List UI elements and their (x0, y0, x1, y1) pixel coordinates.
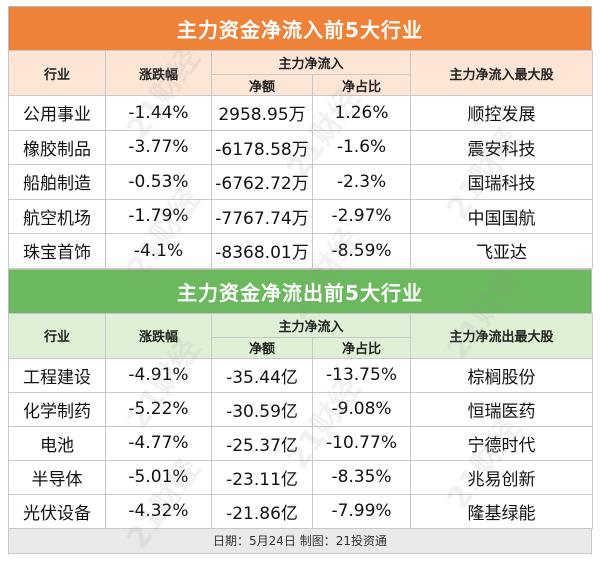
cell-net: -7767.74万 (211, 198, 313, 234)
table-row: 电池 -4.77% -25.37亿 -10.77% 宁德时代 (8, 425, 594, 461)
cell-ratio: -2.97% (311, 198, 412, 234)
header-change: 涨跌幅 (105, 50, 212, 96)
header-top-stock: 主力净流出最大股 (410, 312, 594, 359)
cell-top-stock: 宁德时代 (410, 425, 594, 461)
cell-top-stock: 顺控发展 (410, 95, 594, 131)
outflow-table: 行业 涨跌幅 主力净流入 主力净流出最大股 净额 净占比 工程建设 -4.91% -… (8, 312, 594, 529)
header-industry: 行业 (8, 50, 106, 96)
cell-ratio: -10.77% (311, 425, 412, 461)
header-ratio: 净占比 (311, 74, 412, 96)
cell-net: -23.11亿 (211, 459, 313, 495)
cell-ratio: -8.59% (311, 233, 412, 269)
cell-top-stock: 飞亚达 (410, 233, 594, 269)
table-row: 航空机场 -1.79% -7767.74万 -2.97% 中国国航 (8, 198, 594, 234)
table-row: 工程建设 -4.91% -35.44亿 -13.75% 棕榈股份 (8, 357, 594, 393)
cell-change: -4.91% (105, 357, 212, 393)
fund-flow-infographic: 主力资金净流入前5大行业 行业 涨跌幅 主力净流入 主力净流入最大股 净额 净占… (8, 6, 594, 563)
cell-top-stock: 震安科技 (410, 129, 594, 165)
cell-change: -1.44% (105, 95, 212, 131)
cell-net: -25.37亿 (211, 425, 313, 461)
cell-industry: 电池 (8, 425, 106, 461)
header-ratio: 净占比 (311, 336, 412, 359)
cell-industry: 工程建设 (8, 357, 106, 393)
cell-industry: 船舶制造 (8, 164, 106, 200)
cell-change: -5.22% (105, 391, 212, 427)
cell-industry: 航空机场 (8, 198, 106, 234)
cell-change: -4.1% (105, 233, 212, 269)
cell-ratio: -9.08% (311, 391, 412, 427)
table-row: 船舶制造 -0.53% -6762.72万 -2.3% 国瑞科技 (8, 164, 594, 200)
cell-net: -8368.01万 (211, 233, 313, 269)
cell-ratio: 1.26% (311, 95, 412, 131)
cell-net: -6762.72万 (211, 164, 313, 200)
cell-change: -4.32% (105, 493, 212, 529)
table-row: 化学制药 -5.22% -30.59亿 -9.08% 恒瑞医药 (8, 391, 594, 427)
table-row: 珠宝首饰 -4.1% -8368.01万 -8.59% 飞亚达 (8, 233, 594, 269)
header-net: 净额 (211, 336, 313, 359)
header-net: 净额 (211, 74, 313, 96)
inflow-table: 行业 涨跌幅 主力净流入 主力净流入最大股 净额 净占比 公用事业 -1.44% 2… (8, 50, 594, 269)
header-industry: 行业 (8, 312, 106, 359)
inflow-title: 主力资金净流入前5大行业 (8, 6, 592, 50)
cell-net: -6178.58万 (211, 129, 313, 165)
cell-industry: 化学制药 (8, 391, 106, 427)
cell-ratio: -2.3% (311, 164, 412, 200)
cell-net: 2958.95万 (211, 95, 313, 131)
cell-ratio: -7.99% (311, 493, 412, 529)
cell-industry: 半导体 (8, 459, 106, 495)
cell-ratio: -1.6% (311, 129, 412, 165)
cell-change: -0.53% (105, 164, 212, 200)
cell-ratio: -13.75% (311, 357, 412, 393)
cell-top-stock: 棕榈股份 (410, 357, 594, 393)
footer-credit: 日期：5月24日 制图：21投资通 (8, 528, 592, 554)
cell-ratio: -8.35% (311, 459, 412, 495)
header-top-stock: 主力净流入最大股 (410, 50, 594, 96)
table-row: 半导体 -5.01% -23.11亿 -8.35% 兆易创新 (8, 459, 594, 495)
cell-net: -30.59亿 (211, 391, 313, 427)
cell-industry: 光伏设备 (8, 493, 106, 529)
cell-industry: 橡胶制品 (8, 129, 106, 165)
cell-net: -21.86亿 (211, 493, 313, 529)
cell-change: -4.77% (105, 425, 212, 461)
cell-net: -35.44亿 (211, 357, 313, 393)
cell-top-stock: 兆易创新 (410, 459, 594, 495)
cell-top-stock: 隆基绿能 (410, 493, 594, 529)
outflow-title: 主力资金净流出前5大行业 (8, 268, 592, 313)
cell-change: -3.77% (105, 129, 212, 165)
cell-top-stock: 恒瑞医药 (410, 391, 594, 427)
header-group: 主力净流入 (210, 50, 412, 75)
cell-top-stock: 国瑞科技 (410, 164, 594, 200)
cell-top-stock: 中国国航 (410, 198, 594, 234)
cell-change: -5.01% (105, 459, 212, 495)
table-row: 橡胶制品 -3.77% -6178.58万 -1.6% 震安科技 (8, 129, 594, 165)
header-change: 涨跌幅 (105, 312, 212, 359)
header-group: 主力净流入 (210, 312, 412, 338)
cell-industry: 公用事业 (8, 95, 106, 131)
table-row: 光伏设备 -4.32% -21.86亿 -7.99% 隆基绿能 (8, 493, 594, 529)
cell-industry: 珠宝首饰 (8, 233, 106, 269)
table-row: 公用事业 -1.44% 2958.95万 1.26% 顺控发展 (8, 95, 594, 131)
cell-change: -1.79% (105, 198, 212, 234)
